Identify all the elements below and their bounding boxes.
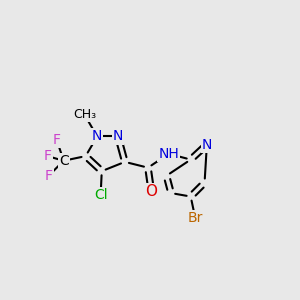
Text: N: N [202,138,212,152]
Text: N: N [92,130,102,143]
Text: F: F [53,133,61,147]
Text: NH: NH [158,147,179,161]
Text: CH₃: CH₃ [73,108,96,121]
Text: F: F [44,149,52,163]
Text: N: N [113,130,123,143]
Text: Br: Br [188,212,203,226]
Text: Cl: Cl [94,188,107,203]
Text: F: F [45,169,52,183]
Text: O: O [146,184,158,200]
Text: C: C [59,154,68,168]
